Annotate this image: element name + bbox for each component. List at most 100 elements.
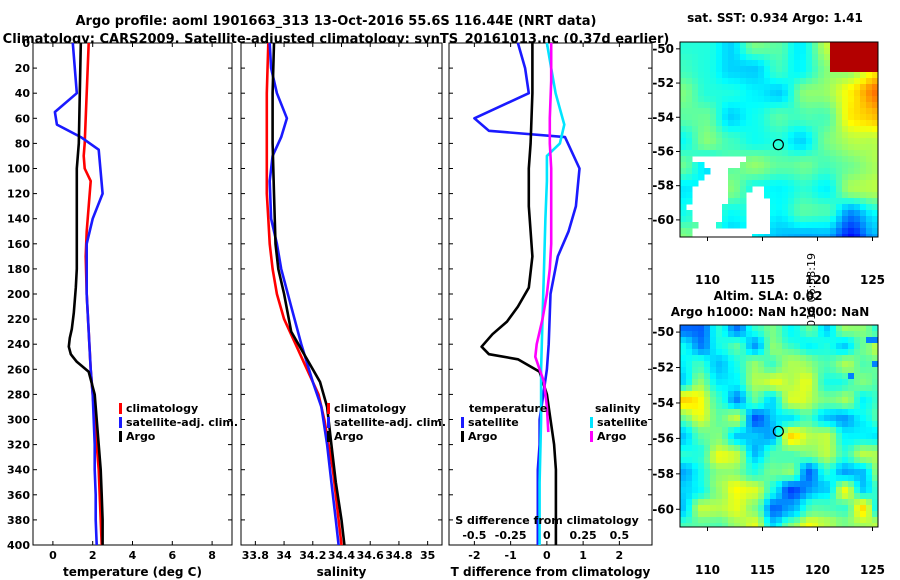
- heatmap-cell: [680, 379, 687, 386]
- heatmap-cell: [860, 409, 867, 416]
- heatmap-cell: [686, 72, 693, 79]
- heatmap-cell: [704, 96, 711, 103]
- heatmap-cell: [788, 186, 795, 193]
- heatmap-cell: [758, 469, 765, 476]
- heatmap-cell: [872, 361, 878, 368]
- heatmap-cell: [680, 403, 687, 410]
- heatmap-cell: [782, 349, 789, 356]
- heatmap-cell: [704, 469, 711, 476]
- heatmap-cell: [746, 144, 753, 151]
- heatmap-cell: [854, 385, 861, 392]
- map-y-tick-label: -50: [652, 42, 674, 56]
- heatmap-cell: [686, 361, 693, 368]
- heatmap-cell: [854, 349, 861, 356]
- heatmap-cell: [776, 114, 783, 121]
- heatmap-cell: [716, 391, 723, 398]
- heatmap-cell: [728, 204, 735, 211]
- heatmap-cell: [830, 499, 837, 506]
- heatmap-cell: [848, 349, 855, 356]
- heatmap-cell: [680, 192, 687, 199]
- heatmap-cell: [848, 48, 855, 55]
- heatmap-cell: [794, 343, 801, 350]
- heatmap-cell: [770, 72, 777, 79]
- heatmap-cell: [776, 234, 783, 237]
- heatmap-cell: [812, 469, 819, 476]
- heatmap-cell: [824, 66, 831, 73]
- heatmap-cell: [776, 198, 783, 205]
- heatmap-cell: [794, 415, 801, 422]
- heatmap-cell: [872, 180, 878, 187]
- heatmap-cell: [806, 523, 813, 527]
- heatmap-cell: [782, 78, 789, 85]
- heatmap-cell: [860, 433, 867, 440]
- heatmap-cell: [776, 487, 783, 494]
- heatmap-cell: [854, 120, 861, 127]
- heatmap-cell: [860, 150, 867, 157]
- s-tick-label: -0.25: [495, 529, 527, 542]
- heatmap-cell: [818, 138, 825, 145]
- heatmap-cell: [710, 60, 717, 67]
- heatmap-cell: [782, 511, 789, 518]
- heatmap-cell: [806, 373, 813, 380]
- heatmap-cell: [734, 325, 741, 332]
- heatmap-cell: [782, 409, 789, 416]
- heatmap-cell: [788, 511, 795, 518]
- heatmap-cell: [818, 325, 825, 332]
- heatmap-cell: [818, 385, 825, 392]
- heatmap-cell: [866, 216, 873, 223]
- heatmap-cell: [686, 397, 693, 404]
- heatmap-cell: [854, 174, 861, 181]
- heatmap-cell: [782, 379, 789, 386]
- heatmap-cell: [734, 505, 741, 512]
- heatmap-cell: [800, 186, 807, 193]
- heatmap-cell: [854, 463, 861, 470]
- heatmap-cell: [698, 90, 705, 97]
- heatmap-cell: [794, 150, 801, 157]
- heatmap-cell: [854, 421, 861, 428]
- heatmap-cell: [860, 120, 867, 127]
- heatmap-cell: [734, 373, 741, 380]
- heatmap-cell: [734, 331, 741, 338]
- heatmap-cell: [764, 114, 771, 121]
- heatmap-cell: [716, 66, 723, 73]
- heatmap-cell: [746, 96, 753, 103]
- heatmap-cell: [788, 114, 795, 121]
- heatmap-cell: [824, 391, 831, 398]
- heatmap-cell: [770, 415, 777, 422]
- y-tick-label: 360: [7, 489, 30, 502]
- heatmap-cell: [794, 108, 801, 115]
- heatmap-cell: [746, 475, 753, 482]
- heatmap-cell: [842, 391, 849, 398]
- heatmap-cell: [710, 445, 717, 452]
- heatmap-cell: [860, 48, 867, 55]
- legend-swatch: [327, 431, 330, 442]
- heatmap-cell: [800, 385, 807, 392]
- heatmap-cell: [842, 174, 849, 181]
- heatmap-cell: [740, 48, 747, 55]
- heatmap-cell: [716, 222, 723, 229]
- heatmap-cell: [836, 234, 843, 237]
- heatmap-cell: [866, 337, 873, 344]
- heatmap-cell: [698, 523, 705, 527]
- heatmap-cell: [776, 150, 783, 157]
- heatmap-cell: [830, 138, 837, 145]
- heatmap-cell: [752, 180, 759, 187]
- heatmap-cell: [746, 84, 753, 91]
- heatmap-cell: [830, 523, 837, 527]
- heatmap-cell: [812, 493, 819, 500]
- heatmap-cell: [770, 325, 777, 332]
- heatmap-cell: [812, 343, 819, 350]
- heatmap-cell: [872, 499, 878, 506]
- heatmap-cell: [800, 331, 807, 338]
- heatmap-cell: [854, 222, 861, 229]
- heatmap-cell: [704, 84, 711, 91]
- heatmap-cell: [830, 54, 837, 61]
- heatmap-cell: [836, 349, 843, 356]
- heatmap-cell: [866, 469, 873, 476]
- heatmap-cell: [836, 72, 843, 79]
- heatmap-cell: [836, 174, 843, 181]
- y-tick-label: 220: [7, 313, 30, 326]
- heatmap-cell: [692, 493, 699, 500]
- heatmap-cell: [788, 96, 795, 103]
- heatmap-cell: [710, 325, 717, 332]
